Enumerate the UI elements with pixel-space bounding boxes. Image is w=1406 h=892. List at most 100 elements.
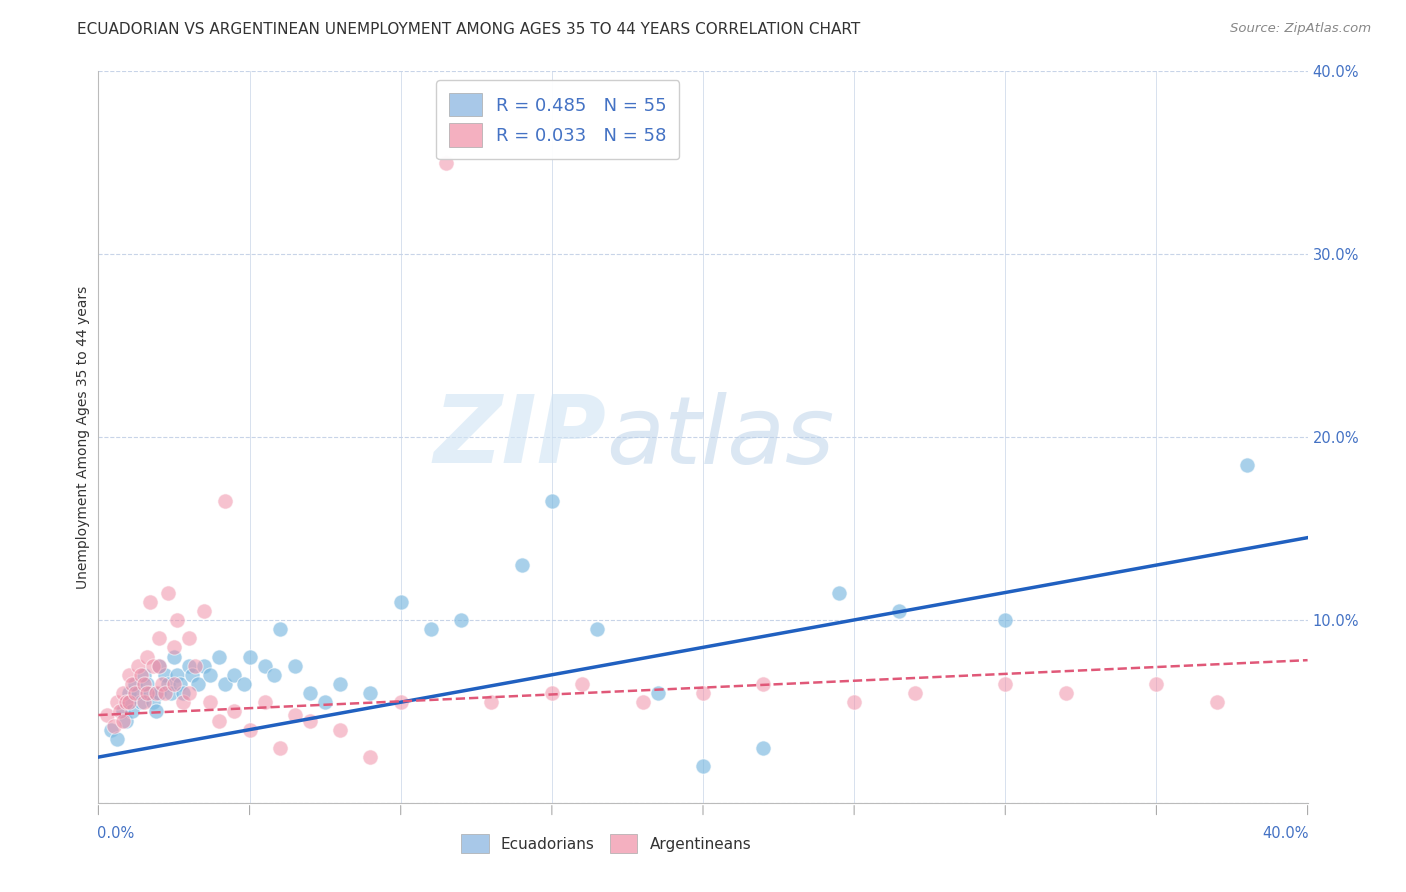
- Point: [105, 695, 128, 709]
- Point: [360, 750, 382, 764]
- Point: [200, 695, 222, 709]
- Point: [224, 705, 246, 719]
- Point: [139, 594, 162, 608]
- Point: [96, 708, 118, 723]
- Point: [127, 658, 149, 673]
- Point: [145, 686, 167, 700]
- Point: [124, 677, 146, 691]
- Point: [269, 740, 291, 755]
- Point: [150, 677, 173, 691]
- Point: [118, 695, 141, 709]
- Point: [108, 705, 131, 719]
- Point: [179, 658, 201, 673]
- Point: [284, 708, 307, 723]
- Point: [434, 156, 457, 170]
- Y-axis label: Unemployment Among Ages 35 to 44 years: Unemployment Among Ages 35 to 44 years: [76, 285, 90, 589]
- Point: [752, 677, 775, 691]
- Point: [118, 686, 141, 700]
- Point: [889, 604, 911, 618]
- Point: [153, 686, 176, 700]
- Point: [129, 695, 152, 709]
- Point: [314, 695, 336, 709]
- Point: [844, 695, 866, 709]
- Point: [156, 585, 179, 599]
- Point: [692, 686, 714, 700]
- Point: [239, 649, 262, 664]
- Point: [200, 667, 222, 681]
- Point: [135, 649, 157, 664]
- Point: [389, 695, 412, 709]
- Point: [166, 667, 188, 681]
- Point: [127, 686, 149, 700]
- Point: [1206, 695, 1229, 709]
- Point: [118, 667, 141, 681]
- Point: [510, 558, 533, 573]
- Point: [121, 677, 143, 691]
- Point: [139, 686, 162, 700]
- Point: [299, 686, 322, 700]
- Point: [631, 695, 654, 709]
- Point: [692, 759, 714, 773]
- Point: [111, 686, 134, 700]
- Point: [224, 667, 246, 681]
- Point: [172, 695, 194, 709]
- Text: 0.0%: 0.0%: [97, 826, 135, 841]
- Point: [420, 622, 443, 636]
- Point: [114, 695, 136, 709]
- Point: [103, 719, 125, 733]
- Point: [129, 667, 152, 681]
- Point: [153, 667, 176, 681]
- Point: [253, 658, 276, 673]
- Point: [148, 658, 170, 673]
- Point: [132, 695, 155, 709]
- Point: [135, 686, 157, 700]
- Text: Source: ZipAtlas.com: Source: ZipAtlas.com: [1230, 22, 1371, 36]
- Point: [187, 677, 209, 691]
- Point: [208, 714, 231, 728]
- Point: [179, 632, 201, 646]
- Point: [132, 667, 155, 681]
- Text: 40.0%: 40.0%: [1263, 826, 1309, 841]
- Point: [214, 494, 236, 508]
- Point: [299, 714, 322, 728]
- Point: [105, 731, 128, 746]
- Point: [239, 723, 262, 737]
- Point: [166, 613, 188, 627]
- Point: [329, 677, 352, 691]
- Point: [586, 622, 609, 636]
- Point: [389, 594, 412, 608]
- Point: [994, 613, 1017, 627]
- Point: [1144, 677, 1167, 691]
- Point: [148, 686, 170, 700]
- Point: [163, 649, 186, 664]
- Point: [752, 740, 775, 755]
- Point: [148, 632, 170, 646]
- Point: [135, 677, 157, 691]
- Point: [142, 658, 165, 673]
- Point: [232, 677, 254, 691]
- Point: [156, 677, 179, 691]
- Point: [142, 695, 165, 709]
- Point: [179, 686, 201, 700]
- Text: ECUADORIAN VS ARGENTINEAN UNEMPLOYMENT AMONG AGES 35 TO 44 YEARS CORRELATION CHA: ECUADORIAN VS ARGENTINEAN UNEMPLOYMENT A…: [77, 22, 860, 37]
- Point: [360, 686, 382, 700]
- Point: [184, 658, 207, 673]
- Point: [163, 640, 186, 655]
- Point: [148, 658, 170, 673]
- Point: [1236, 458, 1258, 472]
- Point: [118, 695, 141, 709]
- Point: [114, 714, 136, 728]
- Point: [571, 677, 593, 691]
- Point: [124, 686, 146, 700]
- Point: [828, 585, 851, 599]
- Point: [145, 705, 167, 719]
- Point: [163, 677, 186, 691]
- Point: [169, 677, 191, 691]
- Point: [540, 686, 562, 700]
- Point: [329, 723, 352, 737]
- Point: [172, 686, 194, 700]
- Point: [253, 695, 276, 709]
- Point: [481, 695, 503, 709]
- Point: [121, 705, 143, 719]
- Text: ZIP: ZIP: [433, 391, 606, 483]
